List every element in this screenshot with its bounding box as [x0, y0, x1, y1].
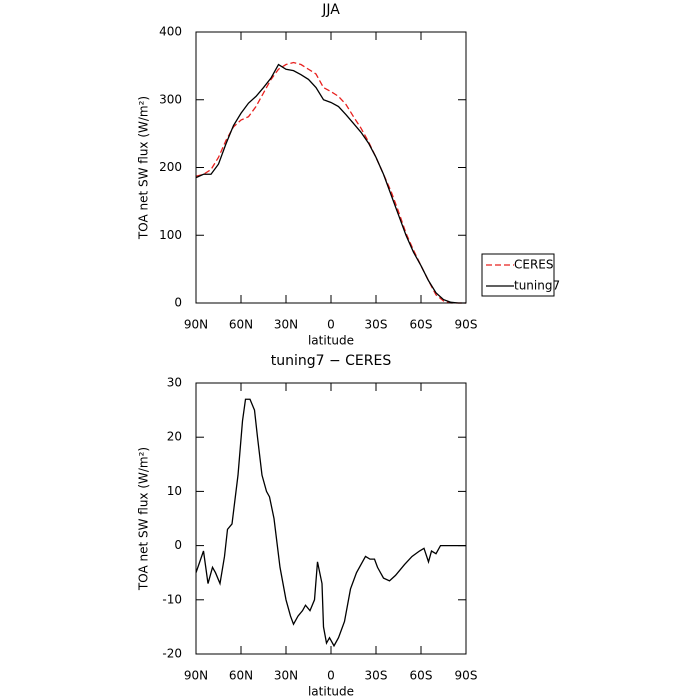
- y-tick-label: 0: [174, 296, 182, 310]
- x-tick-label: 90S: [455, 318, 478, 332]
- y-tick-label: 400: [159, 25, 182, 39]
- x-tick-label: 30S: [365, 669, 388, 683]
- x-tick-label: 0: [327, 318, 335, 332]
- x-axis-label: latitude: [308, 334, 354, 348]
- y-axis-label: TOA net SW flux (W/m²): [137, 447, 151, 591]
- plot-frame: [195, 382, 467, 655]
- x-tick-label: 60N: [229, 669, 253, 683]
- data-line: [195, 398, 466, 648]
- chart-title: tuning7 − CERES: [271, 353, 392, 369]
- x-tick-label: 30N: [274, 318, 298, 332]
- plot-frame: [195, 31, 467, 304]
- y-tick-label: 30: [167, 376, 182, 390]
- chart-title: JJA: [321, 2, 340, 18]
- x-tick-label: 30N: [274, 669, 298, 683]
- y-tick-label: 0: [174, 538, 182, 552]
- x-tick-label: 60N: [229, 318, 253, 332]
- x-tick-label: 60S: [410, 318, 433, 332]
- data-line: [195, 61, 466, 304]
- x-tick-label: 90S: [455, 669, 478, 683]
- y-tick-label: 10: [167, 484, 182, 498]
- y-axis-label: TOA net SW flux (W/m²): [137, 96, 151, 240]
- y-tick-label: -10: [162, 592, 182, 606]
- legend-label: tuning7: [514, 279, 560, 293]
- y-tick-label: 20: [167, 430, 182, 444]
- y-tick-label: 100: [159, 228, 182, 242]
- y-tick-label: -20: [162, 647, 182, 661]
- legend-label: CERES: [514, 258, 554, 272]
- legend-box: [481, 253, 555, 297]
- y-tick-label: 300: [159, 92, 182, 106]
- x-tick-label: 90N: [184, 669, 208, 683]
- x-tick-label: 30S: [365, 318, 388, 332]
- x-tick-label: 90N: [184, 318, 208, 332]
- x-tick-label: 60S: [410, 669, 433, 683]
- x-axis-label: latitude: [308, 685, 354, 699]
- data-line: [195, 63, 466, 304]
- y-tick-label: 200: [159, 160, 182, 174]
- x-tick-label: 0: [327, 669, 335, 683]
